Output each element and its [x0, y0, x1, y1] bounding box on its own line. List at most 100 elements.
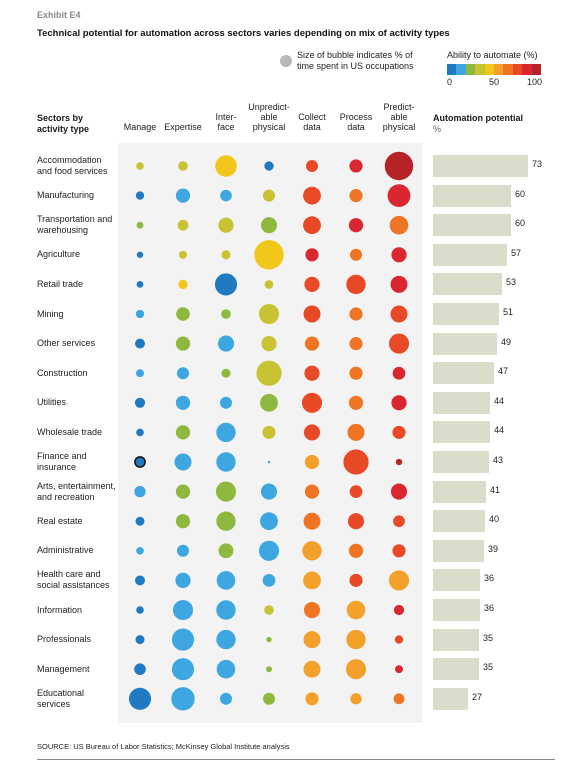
bubble [346, 274, 366, 295]
sector-label-line: and food services [37, 166, 108, 176]
bubble [134, 663, 146, 675]
bubble [219, 396, 233, 409]
color-legend-swatch [494, 64, 504, 75]
bubble [390, 275, 408, 293]
automation-value: 57 [511, 247, 522, 258]
column-header-line: Expertise [164, 122, 202, 132]
bubble [350, 693, 362, 705]
sector-label-line: Management [37, 663, 90, 674]
bubble [174, 453, 192, 471]
size-legend-line2: time spent in US occupations [297, 61, 414, 71]
bubble [347, 423, 365, 441]
bubble [136, 251, 144, 258]
automation-bar [433, 539, 484, 562]
automation-bar [433, 273, 502, 296]
automation-bar [433, 391, 490, 414]
automation-bar [433, 599, 480, 621]
sector-label: Accommodation and food services [37, 155, 108, 177]
bubble [349, 189, 363, 203]
sectors-header-line2: activity type [37, 124, 90, 134]
bubble [388, 570, 410, 591]
sector-label-line: Real estate [37, 515, 83, 526]
bubble [304, 484, 320, 499]
bubble [390, 483, 408, 500]
bubble [348, 543, 364, 558]
bubble [303, 571, 321, 590]
bubble [260, 483, 278, 500]
column-header: Unpredict-able physical [239, 102, 299, 132]
color-legend-swatch [522, 64, 532, 75]
bubble [175, 514, 191, 529]
sector-label-line: Arts, entertainment, [37, 480, 116, 491]
bubble [221, 368, 231, 378]
sector-label-line: Accommodation [37, 155, 102, 165]
column-header-line: Predict- [383, 102, 415, 112]
bottom-rule [37, 759, 555, 760]
bubble [303, 186, 321, 205]
bubble [349, 485, 363, 498]
automation-bar [433, 214, 511, 237]
bubble [260, 217, 278, 234]
sector-label-line: Professionals [37, 634, 92, 645]
color-legend-swatch [447, 64, 457, 75]
column-header-line: face [217, 122, 235, 132]
color-legend-bar [447, 64, 542, 75]
size-legend-bubble [280, 55, 292, 67]
column-header-line: able [260, 112, 278, 122]
size-legend-note: Size of bubble indicates % of time spent… [297, 50, 414, 72]
bubble [136, 281, 144, 288]
sector-label: Mining [37, 309, 64, 320]
bubble [221, 309, 231, 319]
bubble [135, 635, 145, 645]
automation-value: 60 [515, 218, 526, 229]
color-legend-tick-100: 100 [527, 77, 543, 87]
bubble [135, 516, 145, 526]
bubble [305, 692, 319, 706]
bubble [171, 687, 195, 711]
bubble [179, 250, 187, 259]
bubble [384, 151, 414, 181]
bubble [303, 660, 321, 678]
bubble [134, 397, 146, 408]
bubble [349, 307, 363, 321]
automation-bar [433, 451, 489, 473]
bubble [348, 218, 364, 233]
bubble [348, 395, 364, 410]
sector-label-line: Utilities [37, 397, 67, 408]
automation-bar [433, 184, 511, 207]
bubble [262, 425, 276, 439]
bubble [267, 460, 271, 464]
bubble [303, 424, 321, 441]
bubble [264, 605, 274, 615]
column-header-line: Collect [298, 112, 326, 122]
bubble [214, 273, 238, 296]
sector-label: Educational services [37, 688, 84, 710]
color-legend-swatch [475, 64, 485, 75]
bubble [301, 392, 323, 413]
sector-label: Arts, entertainment, and recreation [37, 481, 116, 503]
bubble [216, 422, 236, 443]
bubble [262, 574, 276, 587]
sector-label: Construction [37, 368, 88, 379]
sector-label-line: insurance [37, 462, 77, 472]
bubble [391, 395, 407, 411]
bubble [176, 544, 190, 557]
automation-value: 36 [484, 573, 495, 584]
automation-value: 35 [483, 662, 494, 673]
bubble [171, 628, 195, 651]
bubble [303, 216, 321, 235]
automation-value: 43 [493, 455, 504, 465]
bubble [261, 336, 277, 352]
bubble [343, 449, 369, 475]
bubble [135, 309, 145, 319]
bubble [262, 189, 276, 202]
bubble [392, 544, 406, 558]
bubble [391, 247, 407, 263]
source-note: SOURCE: US Bureau of Labor Statistics; M… [37, 742, 290, 751]
column-header-line: data [347, 122, 365, 132]
sector-label: Management [37, 664, 90, 675]
column-header: Expertise [153, 122, 213, 132]
bubble [388, 333, 410, 354]
bubble [216, 600, 236, 620]
